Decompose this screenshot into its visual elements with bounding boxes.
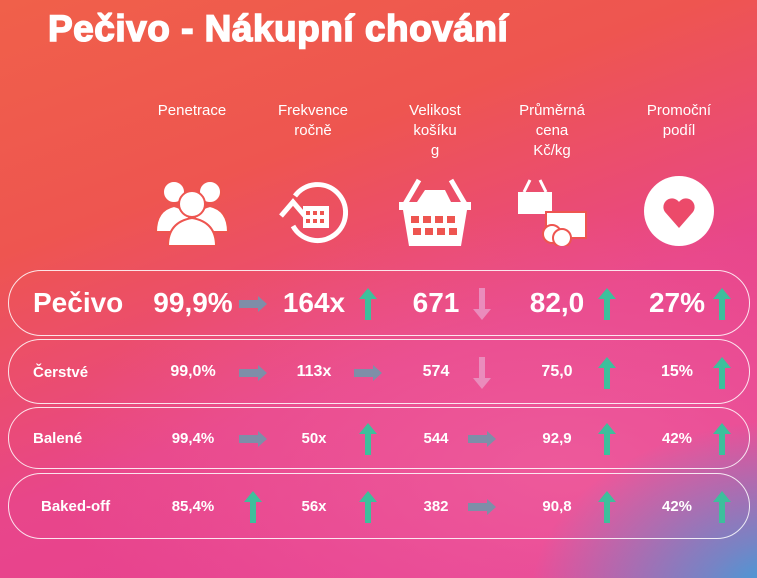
column-header: Frekvence ročně xyxy=(253,101,373,141)
people-icon xyxy=(152,176,232,247)
metric-value: 671 xyxy=(412,286,460,318)
arrow-up-icon xyxy=(707,422,737,456)
metric-value: 56x xyxy=(301,497,327,515)
column-header-line: Průměrná xyxy=(519,102,585,119)
column-header-line: Penetrace xyxy=(157,102,227,119)
metric-value: 27% xyxy=(648,286,706,318)
column-header: Průměrná cena Kč/kg xyxy=(492,101,612,161)
column-header-line: Frekvence xyxy=(277,102,349,119)
metric-value: 164x xyxy=(282,286,346,318)
metric-value: 574 xyxy=(422,362,450,380)
column-header-line: Kč/kg xyxy=(533,142,571,159)
column-header-line: cena xyxy=(535,122,569,139)
arrow-up-icon xyxy=(592,490,622,524)
metric-value: 75,0 xyxy=(541,362,573,380)
arrow-right-icon xyxy=(238,356,268,390)
arrow-up-icon xyxy=(592,356,622,390)
metric-value: 382 xyxy=(423,497,449,515)
arrow-up-icon xyxy=(592,287,622,321)
metric-value: 99,9% xyxy=(153,286,233,318)
row-label: Balené xyxy=(33,430,83,447)
column-header-line: podíl xyxy=(662,122,696,139)
metric-value: 113x xyxy=(296,362,332,380)
table-row: Čerstvé 99,0% 113x 574 75,0 15% xyxy=(8,339,750,404)
page-title: Pečivo - Nákupní chování xyxy=(47,7,509,50)
row-label: Pečivo xyxy=(33,287,124,318)
row-label: Baked-off xyxy=(41,498,111,515)
heart-icon xyxy=(639,176,719,246)
column-header-line: Promoční xyxy=(646,102,712,119)
metric-value: 42% xyxy=(661,497,693,515)
arrow-up-icon xyxy=(353,490,383,524)
arrow-up-icon xyxy=(707,287,737,321)
arrow-up-icon xyxy=(592,422,622,456)
table-row: Baked-off 85,4% 56x 382 90,8 42% xyxy=(8,473,750,539)
repeat-basket-icon xyxy=(273,176,353,246)
metric-value: 82,0 xyxy=(529,286,585,318)
row-label: Čerstvé xyxy=(33,363,89,381)
arrow-up-icon xyxy=(353,422,383,456)
metric-value: 50x xyxy=(301,429,327,447)
arrow-down-icon xyxy=(467,356,497,390)
arrow-right-icon xyxy=(467,490,497,524)
arrow-right-icon xyxy=(238,287,268,321)
table-row: Balené 99,4% 50x 544 92,9 42% xyxy=(8,407,750,469)
metric-value: 99,4% xyxy=(171,429,215,447)
metric-value: 15% xyxy=(660,362,694,380)
column-header-line: košíku xyxy=(413,122,457,139)
column-header-line: ročně xyxy=(294,122,332,139)
column-header-line: Velikost xyxy=(409,102,461,119)
metric-value: 92,9 xyxy=(542,429,572,447)
metric-value: 85,4% xyxy=(171,497,215,515)
basket-money-icon xyxy=(512,176,592,248)
arrow-up-icon xyxy=(707,356,737,390)
arrow-up-icon xyxy=(353,287,383,321)
arrow-right-icon xyxy=(238,422,268,456)
arrow-down-icon xyxy=(467,287,497,321)
metric-value: 99,0% xyxy=(170,362,216,380)
column-header: Velikost košíku g xyxy=(375,101,495,161)
arrow-right-icon xyxy=(467,422,497,456)
column-header: Promoční podíl xyxy=(619,101,739,141)
table-row: Pečivo 99,9% 164x 671 82,0 27% xyxy=(8,270,750,336)
arrow-right-icon xyxy=(353,356,383,390)
metric-value: 90,8 xyxy=(542,497,572,515)
column-header: Penetrace xyxy=(132,101,252,121)
metric-value: 544 xyxy=(423,429,449,447)
metric-value: 42% xyxy=(661,429,693,447)
basket-icon xyxy=(395,176,475,246)
arrow-up-icon xyxy=(707,490,737,524)
arrow-up-icon xyxy=(238,490,268,524)
column-header-line: g xyxy=(430,142,440,159)
